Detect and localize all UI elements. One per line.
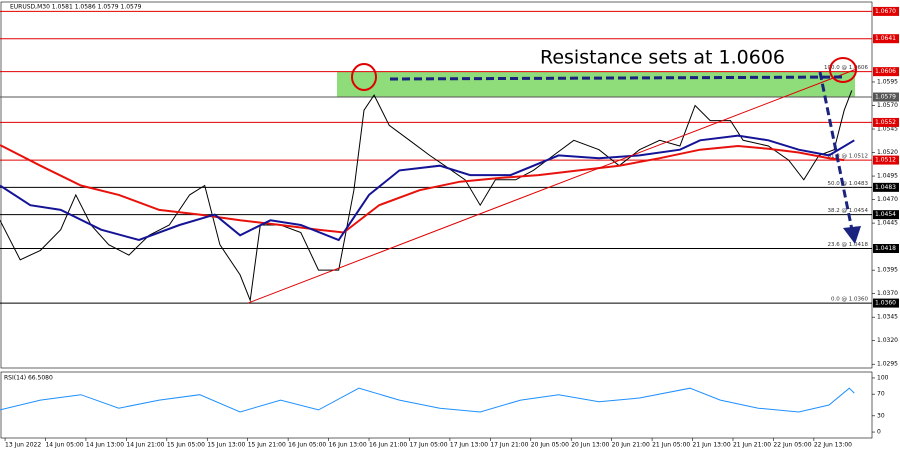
rsi-panel bbox=[0, 371, 873, 439]
dashed-resistance bbox=[389, 75, 847, 81]
x-tick-label: 16 Jun 05:00 bbox=[288, 442, 326, 449]
x-tick-label: 16 Jun 13:00 bbox=[329, 442, 367, 449]
level-label-box bbox=[873, 67, 899, 77]
level-label-box bbox=[873, 210, 899, 220]
x-tick-label: 20 Jun 21:00 bbox=[612, 442, 650, 449]
fib-label: 61.8 @ 1.0512 bbox=[828, 154, 869, 160]
series-line bbox=[0, 144, 845, 234]
x-tick-label: 16 Jun 21:00 bbox=[369, 442, 407, 449]
x-tick-label: 15 Jun 13:00 bbox=[207, 442, 245, 449]
level-label: 1.0641 bbox=[875, 35, 896, 42]
x-tick-label: 15 Jun 21:00 bbox=[248, 442, 286, 449]
level-label: 1.0670 bbox=[875, 8, 896, 15]
y-tick-label: 70 bbox=[877, 391, 885, 398]
x-tick-label: 14 Jun 21:00 bbox=[126, 442, 164, 449]
series-line bbox=[0, 134, 855, 242]
level-label: 1.0579 bbox=[875, 94, 896, 101]
level-label: 1.0483 bbox=[875, 184, 896, 191]
fib-label: 0.0 @ 1.0360 bbox=[831, 297, 868, 303]
arrow-head bbox=[843, 226, 861, 244]
level-label-box bbox=[873, 298, 899, 308]
annotation: Resistance sets at 1.0606 bbox=[540, 47, 785, 69]
y-tick-label: 1.0520 bbox=[877, 149, 898, 156]
chart-header: EURUSD,M30 1.0581 1.0586 1.0579 1.0579 bbox=[10, 4, 142, 11]
fib-label: 50.0 @ 1.0483 bbox=[828, 181, 869, 187]
y-tick-label: 1.0395 bbox=[877, 267, 898, 274]
level-label-box bbox=[873, 34, 899, 44]
y-tick-label: 1.0595 bbox=[877, 78, 898, 85]
level-label: 1.0454 bbox=[875, 211, 896, 218]
y-tick-label: 1.0320 bbox=[877, 337, 898, 344]
resistance-zone bbox=[337, 71, 855, 98]
y-tick-label: 30 bbox=[877, 412, 885, 419]
x-tick-label: 22 Jun 05:00 bbox=[773, 442, 811, 449]
x-tick-label: 17 Jun 21:00 bbox=[490, 442, 528, 449]
x-tick-label: 17 Jun 13:00 bbox=[450, 442, 488, 449]
y-tick-label: 100 bbox=[877, 374, 889, 381]
level-label: 1.0606 bbox=[875, 68, 896, 75]
x-tick-label: 14 Jun 13:00 bbox=[86, 442, 124, 449]
x-tick-label: 20 Jun 13:00 bbox=[571, 442, 609, 449]
x-tick-label: 13 Jun 2022 bbox=[5, 442, 41, 449]
level-label-box bbox=[873, 182, 899, 192]
fib-label: 38.2 @ 1.0454 bbox=[828, 208, 869, 214]
y-tick-label: 1.0445 bbox=[877, 220, 898, 227]
y-tick-label: 0 bbox=[877, 429, 881, 436]
y-tick-label: 1.0470 bbox=[877, 196, 898, 203]
x-tick-label: 22 Jun 13:00 bbox=[814, 442, 852, 449]
x-tick-label: 21 Jun 05:00 bbox=[652, 442, 690, 449]
x-tick-label: 21 Jun 13:00 bbox=[693, 442, 731, 449]
rsi-title: RSI(14) 66.5080 bbox=[4, 375, 53, 382]
level-label-box bbox=[873, 117, 899, 127]
fib-label: 100.0 @ 1.0606 bbox=[824, 65, 868, 71]
x-tick-label: 21 Jun 21:00 bbox=[733, 442, 771, 449]
highlight-circle bbox=[351, 63, 377, 91]
level-label: 1.0360 bbox=[875, 300, 896, 307]
series-line bbox=[0, 387, 855, 413]
forecast-arrow bbox=[818, 71, 854, 231]
x-tick-label: 17 Jun 05:00 bbox=[409, 442, 447, 449]
series-line bbox=[0, 90, 853, 303]
y-tick-label: 1.0570 bbox=[877, 102, 898, 109]
y-tick-label: 1.0545 bbox=[877, 126, 898, 133]
level-label-box bbox=[873, 155, 899, 165]
x-tick-label: 20 Jun 05:00 bbox=[531, 442, 569, 449]
level-label: 1.0418 bbox=[875, 245, 896, 252]
fib-label: 23.6 @ 1.0418 bbox=[828, 242, 869, 248]
trend-line bbox=[247, 69, 856, 304]
highlight-circle bbox=[829, 57, 857, 83]
level-label: 1.0552 bbox=[875, 119, 896, 126]
y-tick-label: 1.0295 bbox=[877, 361, 898, 368]
level-label-box bbox=[873, 6, 899, 16]
level-label-box bbox=[873, 92, 899, 102]
level-label-box bbox=[873, 244, 899, 254]
level-label: 1.0512 bbox=[875, 157, 896, 164]
y-tick-label: 1.0495 bbox=[877, 173, 898, 180]
x-tick-label: 15 Jun 05:00 bbox=[167, 442, 205, 449]
x-tick-label: 14 Jun 05:00 bbox=[45, 442, 83, 449]
y-tick-label: 1.0370 bbox=[877, 290, 898, 297]
y-tick-label: 1.0345 bbox=[877, 314, 898, 321]
